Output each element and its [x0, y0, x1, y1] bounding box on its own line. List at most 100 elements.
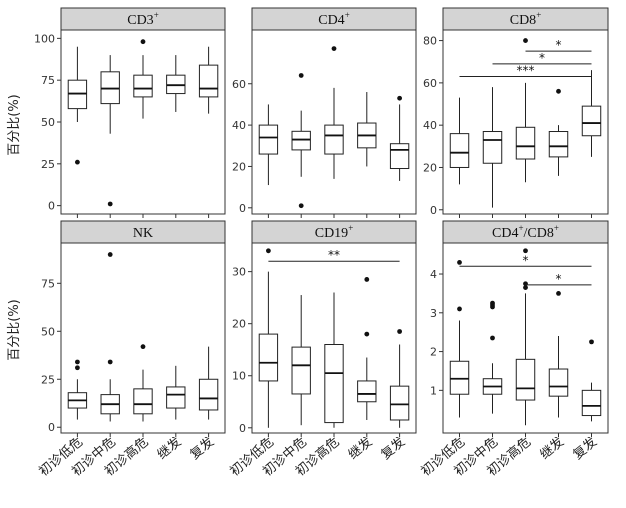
y-axis-label-bottom: 百分比(%): [7, 299, 22, 361]
iqr-box: [581, 105, 602, 137]
panel-title: CD4+/CD8+: [492, 223, 559, 241]
significance-label: ***: [517, 64, 535, 78]
iqr-box: [258, 333, 279, 382]
box-5: [198, 46, 219, 114]
outlier-point: [457, 306, 462, 312]
iqr-box: [198, 378, 219, 411]
box-3: [515, 38, 536, 183]
box-2: [482, 87, 503, 208]
box-2: [482, 300, 503, 414]
panel-title: CD19+: [315, 223, 354, 241]
iqr-box: [291, 130, 311, 151]
box-1: [67, 46, 88, 165]
outlier-point: [397, 95, 402, 101]
y-tick-label: 20: [232, 318, 246, 331]
box-4: [548, 291, 569, 418]
box-2: [100, 252, 120, 422]
y-tick-label: 0: [239, 422, 246, 435]
y-tick-label: 40: [232, 119, 246, 132]
outlier-point: [298, 73, 304, 78]
iqr-box: [291, 346, 311, 395]
iqr-box: [389, 143, 410, 170]
significance-label: *: [523, 253, 529, 267]
y-tick-label: 75: [41, 74, 55, 87]
y-tick-label: 0: [48, 200, 55, 213]
outlier-point: [397, 329, 402, 334]
box-1: [67, 359, 88, 420]
y-tick-label: 80: [423, 35, 437, 48]
box-2: [100, 55, 120, 207]
outlier-point: [490, 304, 495, 310]
x-tick-label: 复发: [378, 434, 408, 463]
y-tick-label: 60: [232, 78, 246, 91]
y-tick-label: 3: [430, 307, 437, 320]
y-tick-label: 1: [430, 384, 437, 397]
iqr-box: [324, 344, 344, 424]
outlier-point: [331, 46, 337, 52]
title-text: CD4: [492, 226, 518, 241]
box-5: [389, 95, 410, 181]
box-4: [166, 55, 186, 112]
panel-title: CD3+: [127, 10, 159, 28]
title-superscript: +: [518, 223, 523, 233]
iqr-box: [482, 131, 503, 164]
iqr-box: [515, 358, 536, 401]
outlier-point: [140, 344, 146, 350]
y-tick-label: 50: [41, 325, 55, 338]
iqr-box: [449, 360, 470, 395]
iqr-box: [548, 368, 569, 397]
y-tick-label: 75: [41, 277, 55, 290]
y-axis-label-top: 百分比(%): [7, 94, 22, 156]
y-tick-label: 100: [34, 32, 55, 45]
box-5: [581, 339, 602, 422]
outlier-point: [266, 248, 271, 254]
box-5: [389, 329, 410, 428]
title-superscript: +: [536, 10, 541, 20]
box-1: [258, 248, 279, 428]
significance-label: *: [556, 272, 562, 286]
y-tick-label: 4: [430, 268, 437, 281]
iqr-box: [389, 385, 410, 421]
outlier-point: [364, 331, 370, 337]
iqr-box: [357, 380, 377, 403]
outlier-point: [556, 291, 561, 296]
y-tick-label: 0: [48, 421, 55, 434]
iqr-box: [548, 131, 569, 158]
x-tick-label: 复发: [187, 434, 217, 463]
y-tick-label: 20: [232, 160, 246, 173]
iqr-box: [324, 124, 344, 155]
iqr-box: [133, 388, 153, 415]
iqr-box: [133, 74, 153, 98]
outlier-point: [75, 365, 80, 371]
outlier-point: [589, 339, 594, 345]
title-text: CD8: [510, 13, 536, 28]
box-1: [449, 97, 470, 185]
iqr-box: [449, 133, 470, 168]
iqr-box: [581, 389, 602, 417]
box-4: [357, 277, 377, 420]
box-1: [449, 259, 470, 418]
panel-title: NK: [133, 226, 153, 241]
iqr-box: [258, 124, 279, 155]
outlier-point: [523, 285, 528, 290]
y-tick-label: 20: [423, 161, 437, 174]
outlier-point: [140, 39, 146, 45]
x-tick-label: 继发: [154, 434, 184, 463]
box-4: [357, 92, 377, 167]
iqr-box: [198, 64, 219, 98]
y-tick-label: 0: [430, 204, 437, 217]
y-tick-label: 10: [232, 370, 246, 383]
x-tick-label: 继发: [537, 434, 567, 463]
box-3: [515, 248, 536, 426]
y-tick-label: 25: [41, 373, 55, 386]
outlier-point: [107, 359, 113, 365]
outlier-point: [75, 359, 80, 365]
iqr-box: [515, 126, 536, 160]
y-tick-label: 40: [423, 119, 437, 132]
